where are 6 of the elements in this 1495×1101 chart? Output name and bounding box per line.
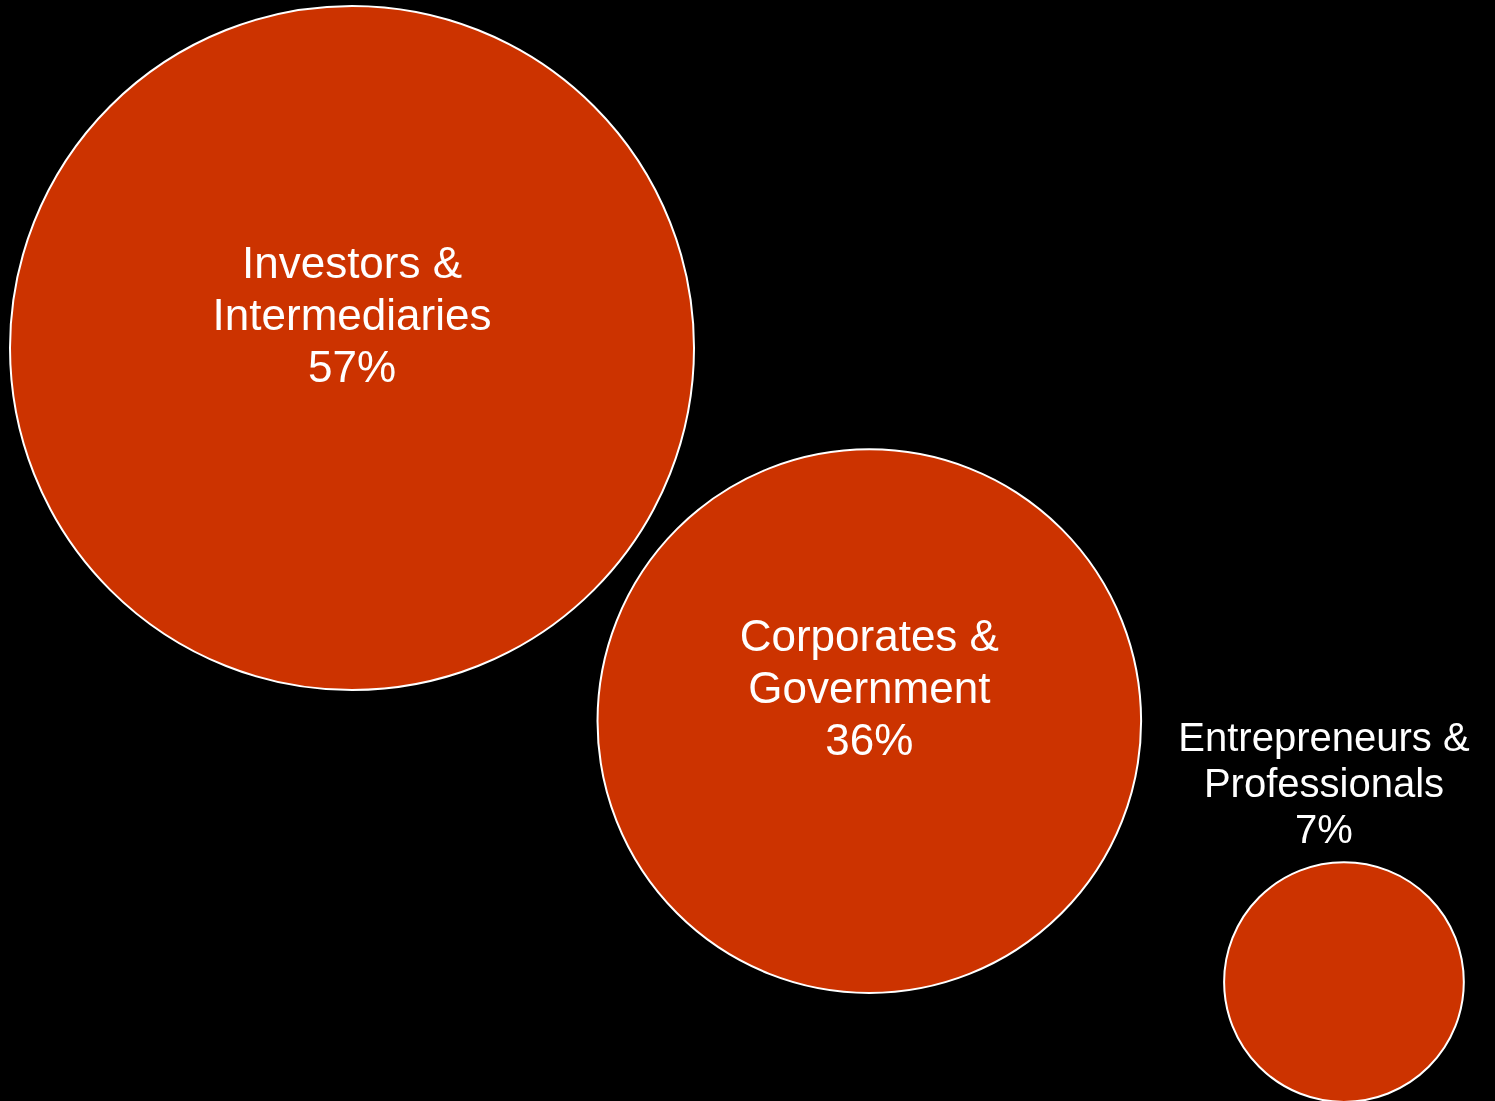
data-label: 57% [307,342,397,392]
category-label: Entrepreneurs & Professionals [1178,715,1470,806]
category-label: Corporates & Government [739,611,999,713]
category-label: Investors & Intermediaries [212,238,492,340]
data-label: 7% [1295,807,1353,852]
data-label: 36% [825,715,914,765]
